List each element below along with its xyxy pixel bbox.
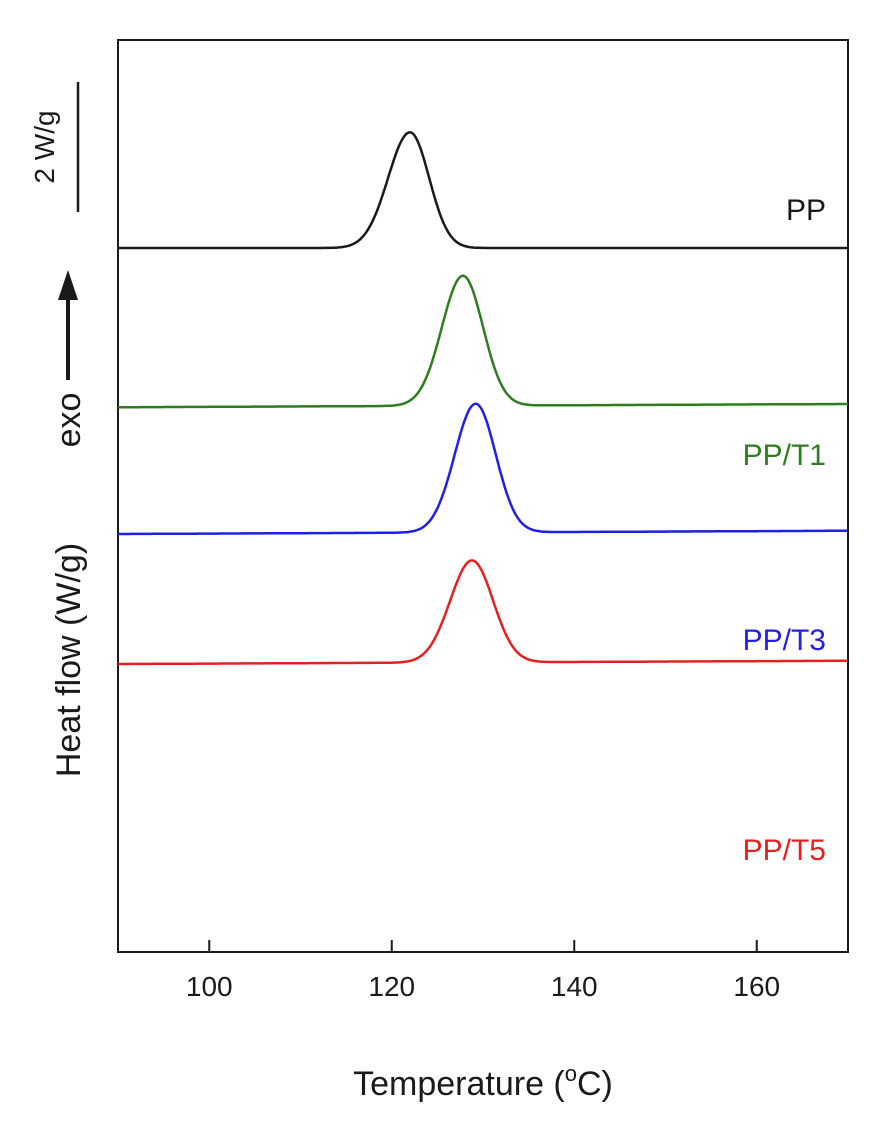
series-line-pp — [118, 131, 848, 250]
y-axis-title: Heat flow (W/g) — [50, 543, 88, 777]
scale-bar-label: 2 W/g — [29, 110, 60, 183]
x-axis-title: Temperature (oC) — [353, 1061, 613, 1103]
series-label-pp: PP — [786, 194, 826, 227]
series-label-pp-t5: PP/T5 — [743, 834, 826, 867]
x-axis-ticks: 100 120 140 160 — [186, 940, 780, 1002]
series-line-pp-t5 — [118, 559, 848, 666]
exo-arrow-icon — [58, 270, 78, 380]
series-label-pp-t3: PP/T3 — [743, 624, 826, 657]
series-label-pp-t1: PP/T1 — [743, 439, 826, 472]
series-line-pp-t1 — [117, 274, 848, 409]
exo-label: exo — [50, 393, 88, 448]
plot-frame — [117, 39, 849, 953]
x-tick-label: 140 — [551, 971, 598, 1002]
series-curves — [117, 131, 848, 666]
x-tick-label: 120 — [368, 971, 415, 1002]
x-tick-label: 160 — [733, 971, 780, 1002]
series-labels: PP PP/T1 PP/T3 PP/T5 — [743, 194, 826, 867]
x-tick-label: 100 — [186, 971, 233, 1002]
series-line-pp-t3 — [118, 402, 848, 536]
